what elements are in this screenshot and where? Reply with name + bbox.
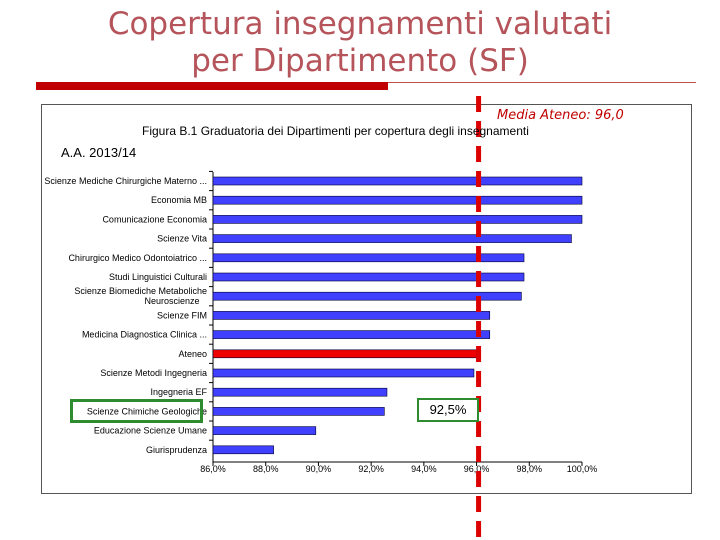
- category-label: Economia MB: [151, 195, 207, 205]
- category-label: Comunicazione Economia: [102, 214, 207, 224]
- category-label: Chirurgico Medico Odontoiatrico ...: [68, 253, 207, 263]
- chart-title: Figura B.1 Graduatoria dei Dipartimenti …: [142, 124, 529, 138]
- bar: [212, 195, 583, 205]
- bar-highlight: [212, 349, 477, 359]
- bar: [212, 215, 583, 224]
- slide-title: Copertura insegnamenti valutati per Dipa…: [0, 6, 720, 80]
- category-label: Ingegneria EF: [150, 387, 207, 397]
- bar: [212, 272, 525, 282]
- slide-title-line2: per Dipartimento (SF): [191, 43, 529, 79]
- category-label: Scienze Biomediche Metaboliche Neuroscien…: [74, 286, 207, 306]
- media-ateneo-label: Media Ateneo: 96,0: [497, 108, 624, 123]
- highlight-box: [70, 399, 203, 423]
- bar: [212, 426, 317, 435]
- x-tick-label: 92,0%: [358, 464, 384, 474]
- category-label: Scienze Chimiche Geologiche: [87, 406, 207, 416]
- category-label: Ateneo: [178, 349, 207, 359]
- bar: [212, 234, 572, 243]
- category-label: Studi Linguistici Culturali: [109, 272, 207, 282]
- bar: [212, 253, 525, 263]
- category-label: Scienze FIM: [157, 310, 207, 320]
- x-tick-label: 94,0%: [411, 464, 437, 474]
- x-tick-label: 86,0%: [200, 464, 226, 474]
- category-label: Scienze Vita: [157, 234, 207, 244]
- category-label: Scienze Mediche Chirurgiche Materno ...: [44, 176, 207, 186]
- x-tick-label: 98,0%: [517, 464, 543, 474]
- title-accent-bar: [36, 82, 388, 90]
- chart-subtitle: A.A. 2013/14: [61, 145, 137, 160]
- bar: [212, 330, 491, 339]
- bar: [212, 387, 388, 397]
- x-tick-label: 96,0%: [464, 464, 490, 474]
- x-tick-label: 100,0%: [567, 464, 598, 474]
- bar: [212, 407, 385, 416]
- x-tick-label: 90,0%: [306, 464, 332, 474]
- slide-title-line1: Copertura insegnamenti valutati: [107, 6, 613, 42]
- category-label: Giurisprudenza: [146, 445, 207, 455]
- callout-value: 92,5%: [417, 398, 479, 422]
- bar: [212, 291, 522, 301]
- bar: [212, 445, 274, 455]
- bar: [212, 176, 583, 186]
- x-tick-label: 88,0%: [253, 464, 279, 474]
- category-label: Educazione Scienze Umane: [94, 426, 207, 436]
- category-label: Medicina Diagnostica Clinica ...: [82, 330, 207, 340]
- category-label: Scienze Metodi Ingegneria: [100, 368, 207, 378]
- bar: [212, 368, 475, 378]
- bar: [212, 311, 491, 320]
